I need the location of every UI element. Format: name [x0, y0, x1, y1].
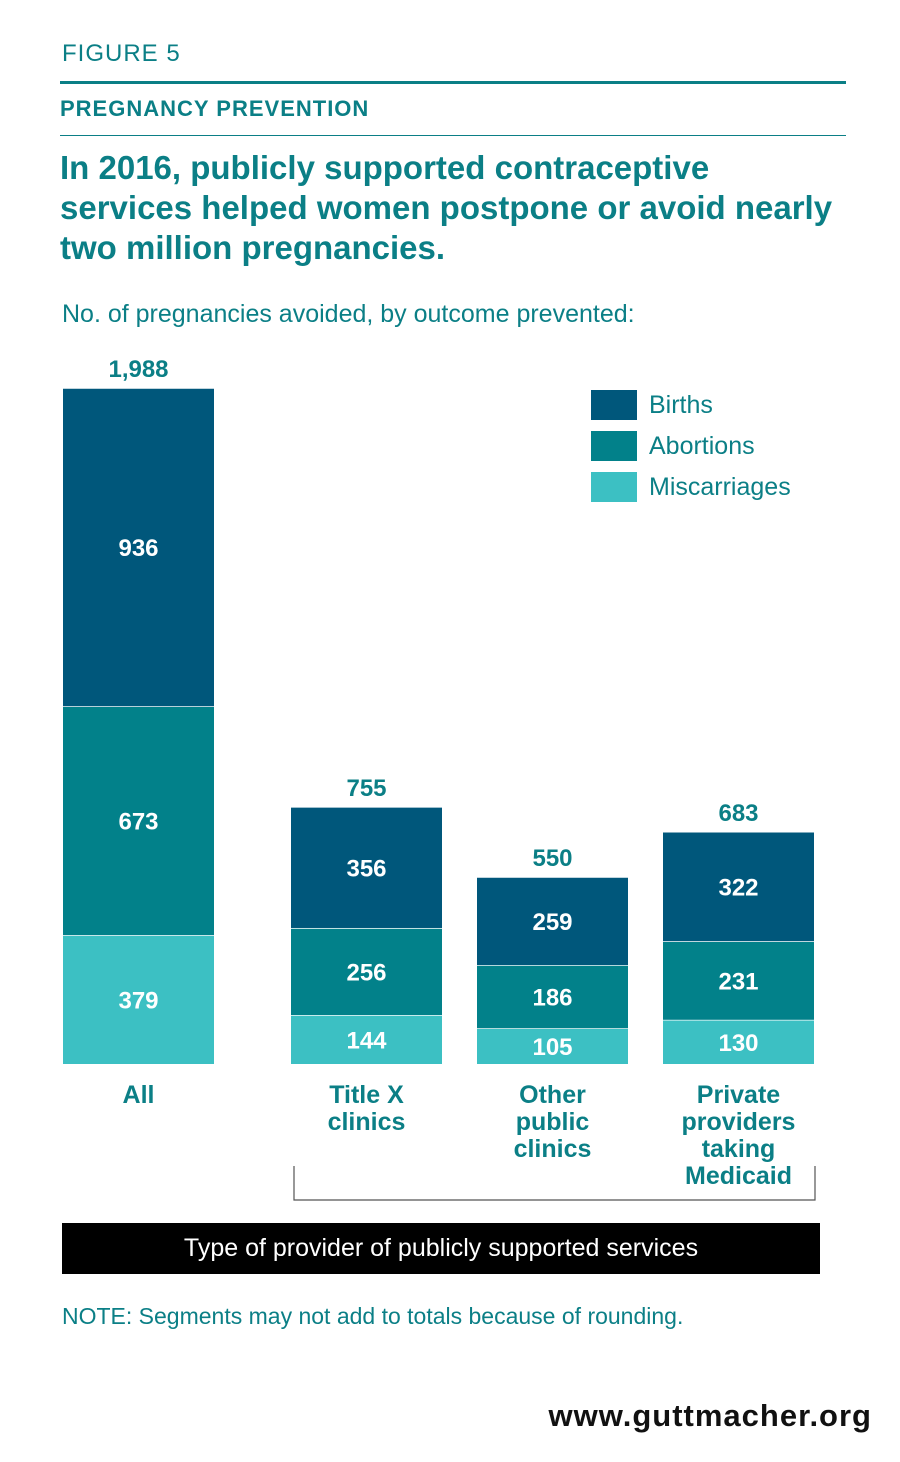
- total-label: 683: [718, 800, 758, 827]
- section-label: PREGNANCY PREVENTION: [60, 96, 370, 121]
- source-url: www.guttmacher.org: [548, 1398, 872, 1433]
- bar-segment-miscarriages: [477, 1028, 628, 1064]
- legend-label-miscarriages: Miscarriages: [649, 473, 791, 501]
- total-label: 550: [532, 845, 572, 872]
- data-label: 144: [346, 1028, 387, 1055]
- data-label: 259: [532, 909, 572, 936]
- legend-swatch-births: [591, 390, 637, 420]
- bar-segment-abortions: [63, 706, 214, 936]
- bar-segment-abortions: [291, 927, 442, 1016]
- provider-type-label: Type of provider of publicly supported s…: [62, 1223, 820, 1274]
- category-label: providers: [682, 1108, 796, 1136]
- data-label: 105: [532, 1034, 572, 1061]
- data-label: 379: [118, 988, 158, 1015]
- provider-bracket: [293, 1166, 816, 1201]
- category-label: All: [123, 1081, 155, 1109]
- figure-label: FIGURE 5: [62, 40, 181, 67]
- data-label: 322: [718, 874, 758, 901]
- bar-segment-births: [477, 876, 628, 966]
- legend-swatch-miscarriages: [591, 472, 637, 502]
- legend-label-abortions: Abortions: [649, 432, 755, 460]
- legend-swatch-abortions: [591, 431, 637, 461]
- data-label: 356: [346, 855, 386, 882]
- category-label: Other: [519, 1081, 586, 1109]
- category-label: public: [516, 1108, 590, 1136]
- category-label: Medicaid: [685, 1162, 792, 1190]
- bar-segment-miscarriages: [291, 1015, 442, 1064]
- bar-segment-miscarriages: [663, 1019, 814, 1064]
- category-label: Title X: [329, 1081, 404, 1109]
- data-label: 673: [118, 809, 158, 836]
- header-rule-thick: [60, 81, 846, 84]
- total-label: 1,988: [108, 356, 168, 383]
- bar-segment-births: [63, 388, 214, 707]
- category-label: clinics: [514, 1135, 592, 1163]
- bar-segment-births: [291, 806, 442, 928]
- data-label: 186: [532, 985, 572, 1012]
- category-label: clinics: [328, 1108, 406, 1136]
- header-rule-thin: [60, 135, 846, 136]
- legend-label-births: Births: [649, 391, 713, 419]
- data-label: 130: [718, 1030, 758, 1057]
- data-label: 256: [346, 960, 386, 987]
- bar-segment-miscarriages: [63, 935, 214, 1064]
- category-label: Private: [697, 1081, 780, 1109]
- footnote: NOTE: Segments may not add to totals bec…: [62, 1303, 684, 1329]
- chart-title: In 2016, publicly supported contraceptiv…: [60, 149, 833, 266]
- data-label: 231: [718, 969, 758, 996]
- total-label: 755: [346, 775, 386, 802]
- bar-segment-abortions: [663, 941, 814, 1020]
- chart-subtitle: No. of pregnancies avoided, by outcome p…: [62, 300, 635, 328]
- bar-segment-births: [663, 831, 814, 942]
- data-label: 936: [118, 535, 158, 562]
- category-label: taking: [702, 1135, 776, 1163]
- bar-segment-abortions: [477, 965, 628, 1029]
